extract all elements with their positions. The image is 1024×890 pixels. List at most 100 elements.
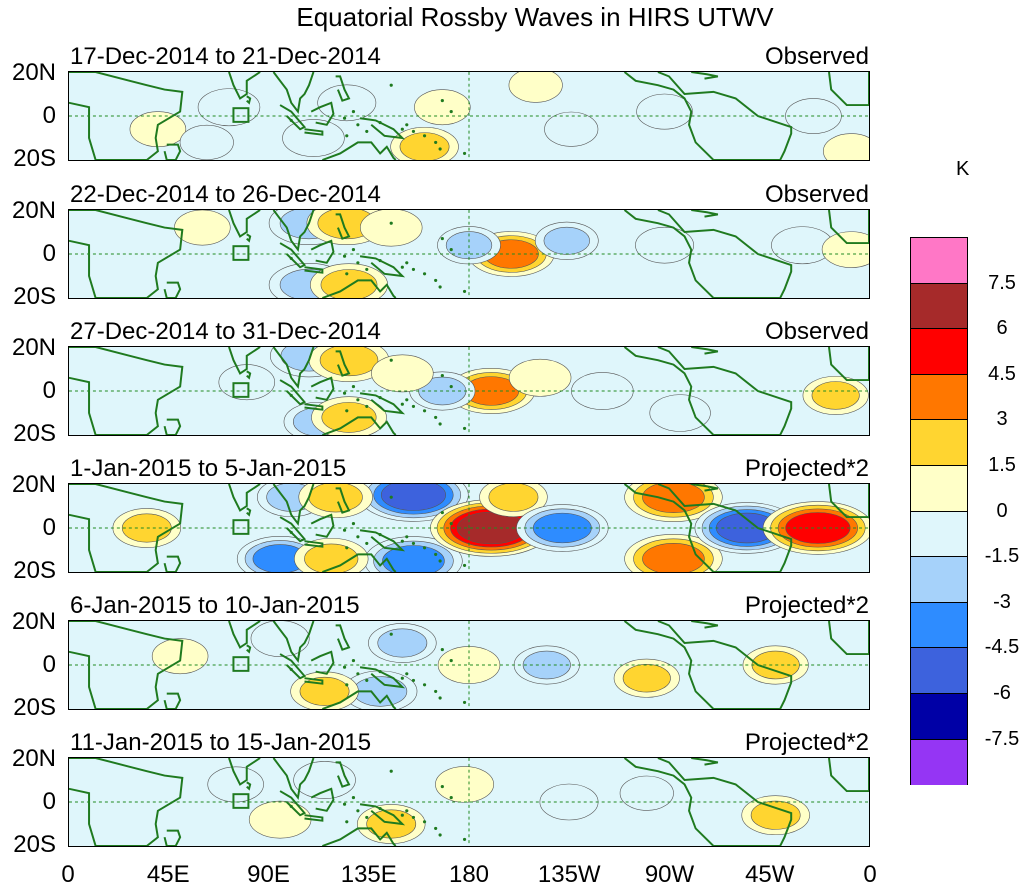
coastline bbox=[163, 555, 182, 572]
region-marker bbox=[232, 656, 250, 672]
anomaly-contour bbox=[371, 354, 434, 393]
coastline bbox=[246, 644, 252, 654]
anomaly-contour bbox=[619, 775, 674, 811]
coastline bbox=[828, 72, 869, 107]
island bbox=[345, 409, 349, 413]
island bbox=[440, 374, 444, 378]
x-tick-label: 0 bbox=[61, 861, 75, 888]
island bbox=[342, 528, 347, 532]
coastline bbox=[322, 553, 397, 572]
island bbox=[422, 546, 427, 550]
coastline bbox=[310, 101, 335, 126]
y-tick-label: 0 bbox=[42, 651, 56, 678]
colorbar-label: -3 bbox=[993, 590, 1011, 613]
coastline bbox=[163, 143, 182, 160]
island bbox=[462, 837, 467, 841]
coastline bbox=[310, 513, 335, 538]
coastline bbox=[828, 210, 869, 245]
anomaly-contour bbox=[380, 484, 446, 511]
anomaly-contour bbox=[823, 133, 869, 160]
anomaly-map bbox=[69, 347, 869, 435]
colorbar-label: 1.5 bbox=[988, 454, 1016, 476]
island bbox=[389, 358, 393, 362]
island bbox=[440, 511, 444, 515]
island bbox=[405, 672, 409, 676]
x-tick-label: 180 bbox=[448, 861, 490, 888]
island bbox=[389, 83, 393, 87]
coastline bbox=[279, 653, 307, 680]
island bbox=[434, 552, 438, 556]
coastline bbox=[828, 621, 869, 656]
anomaly-contour bbox=[207, 766, 264, 803]
anomaly-contour bbox=[304, 543, 359, 572]
anomaly-contour bbox=[299, 676, 350, 706]
anomaly-contour bbox=[750, 800, 801, 830]
island bbox=[400, 127, 404, 131]
anomaly-contour bbox=[282, 119, 345, 157]
coastline bbox=[279, 379, 307, 406]
region-marker bbox=[232, 382, 250, 398]
island bbox=[351, 248, 356, 252]
coastline bbox=[163, 692, 182, 709]
anomaly-contour bbox=[320, 269, 378, 298]
island bbox=[378, 121, 382, 125]
coastline bbox=[335, 487, 351, 514]
anomaly-contour bbox=[377, 628, 428, 658]
colorbar-label: -6 bbox=[993, 682, 1011, 704]
figure-title: Equatorial Rossby Waves in HIRS UTWV bbox=[296, 2, 774, 32]
coastline bbox=[623, 347, 793, 435]
coastline bbox=[691, 347, 719, 355]
region-marker bbox=[232, 107, 250, 123]
coastline bbox=[335, 213, 351, 240]
coastline bbox=[246, 95, 252, 105]
anomaly-contour bbox=[174, 210, 231, 246]
island bbox=[345, 683, 349, 687]
anomaly-contour bbox=[414, 89, 471, 126]
island bbox=[405, 809, 409, 813]
region-marker bbox=[232, 519, 250, 535]
anomaly-contour bbox=[250, 621, 310, 657]
coastline bbox=[304, 403, 324, 411]
coastline bbox=[279, 516, 307, 543]
island bbox=[440, 99, 444, 103]
island bbox=[378, 259, 382, 263]
island bbox=[351, 110, 356, 114]
y-tick-label: 20S bbox=[13, 694, 56, 721]
coastline bbox=[359, 666, 406, 689]
coastline bbox=[304, 266, 324, 274]
island bbox=[434, 826, 438, 830]
coastline bbox=[163, 829, 182, 846]
coastline bbox=[359, 392, 406, 415]
island bbox=[422, 409, 427, 413]
island bbox=[356, 535, 360, 539]
map-panel bbox=[68, 346, 870, 436]
coastline bbox=[691, 484, 719, 492]
coastline bbox=[828, 758, 869, 793]
island bbox=[289, 530, 293, 534]
island bbox=[462, 426, 467, 430]
island bbox=[440, 648, 444, 652]
colorbar-label: -7.5 bbox=[984, 727, 1020, 750]
anomaly-contour bbox=[642, 484, 705, 513]
coastline bbox=[163, 418, 182, 435]
coastline bbox=[623, 621, 793, 709]
coastline bbox=[69, 72, 184, 160]
island bbox=[449, 796, 453, 800]
island bbox=[365, 815, 369, 819]
island bbox=[356, 672, 360, 676]
island bbox=[345, 546, 349, 550]
island bbox=[438, 696, 442, 700]
coastline bbox=[828, 484, 869, 519]
anomaly-contour bbox=[544, 111, 599, 147]
island bbox=[411, 129, 416, 133]
coastline bbox=[69, 210, 184, 298]
anomaly-contour bbox=[636, 93, 693, 130]
coastline bbox=[335, 761, 351, 788]
coastline bbox=[310, 650, 335, 675]
x-tick-label: 0 bbox=[863, 861, 877, 888]
map-panel bbox=[68, 757, 870, 847]
coastline bbox=[228, 484, 261, 512]
map-panel bbox=[68, 483, 870, 573]
coastline bbox=[310, 239, 335, 264]
island bbox=[389, 221, 393, 225]
